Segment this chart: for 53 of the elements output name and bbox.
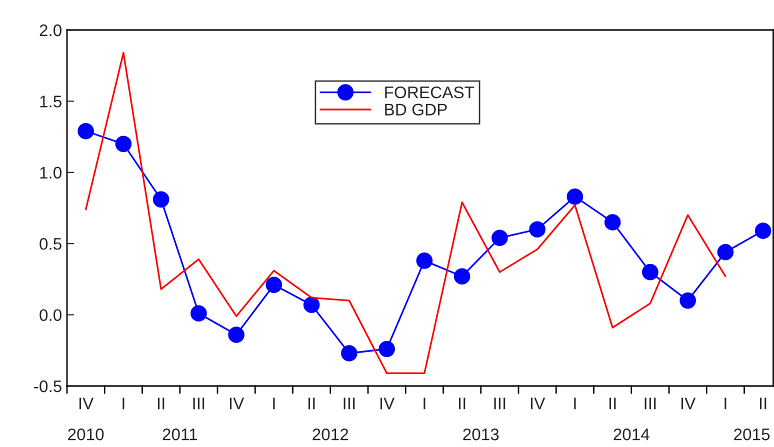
y-tick-label: 0.0 [40, 309, 62, 322]
legend-label: BD GDP [385, 104, 447, 116]
point [680, 292, 696, 309]
point [378, 340, 395, 358]
point [566, 188, 584, 205]
x-tick-label: IV [79, 398, 94, 410]
point [454, 268, 470, 285]
x-tick-label: IV [530, 398, 546, 410]
x-tick-label: I [424, 398, 426, 410]
point [416, 252, 433, 269]
text: 2010 [68, 428, 104, 440]
text: 2014 [614, 428, 650, 440]
text: 2015 [734, 428, 770, 440]
x-tick-label: I [273, 398, 275, 410]
point [303, 296, 320, 313]
y-tick-label: 2.0 [40, 24, 62, 36]
x-tick-label: I [122, 398, 124, 410]
x-tick-label: IV [681, 398, 696, 410]
x-tick-label: IV [380, 398, 395, 410]
x-tick-label: I [724, 398, 726, 410]
x-tick-label: III [644, 398, 656, 410]
x-tick-label: II [760, 398, 766, 410]
x-tick-label: II [458, 398, 466, 410]
x-tick-label: II [158, 398, 164, 410]
point [341, 345, 358, 362]
x-tick-label: II [308, 398, 315, 410]
point [115, 136, 132, 152]
point [754, 222, 772, 239]
x-tick-label: III [344, 398, 355, 410]
point [190, 305, 207, 322]
x-tick-label: IV [230, 398, 244, 410]
point [642, 264, 658, 280]
point [266, 276, 282, 294]
point [152, 191, 170, 208]
point [78, 122, 94, 140]
point [228, 326, 244, 343]
y-tick-label: 0.5 [40, 238, 62, 250]
line-series [84, 52, 726, 374]
point [717, 244, 734, 260]
text: 2012 [312, 428, 348, 440]
y-tick-label: 1.0 [40, 166, 62, 179]
point [529, 221, 546, 238]
point [604, 214, 621, 230]
x-tick-label: II [609, 398, 616, 410]
y-tick-label: 1.5 [40, 96, 62, 108]
x-tick-label: III [494, 398, 506, 410]
point [492, 230, 508, 246]
legend-label: FORECAST [385, 86, 474, 98]
x-tick-label: I [574, 398, 576, 410]
text: 2013 [463, 428, 499, 440]
y-tick-label: -0.5 [34, 380, 62, 392]
text: 2011 [162, 428, 197, 440]
x-tick-label: III [193, 398, 204, 410]
